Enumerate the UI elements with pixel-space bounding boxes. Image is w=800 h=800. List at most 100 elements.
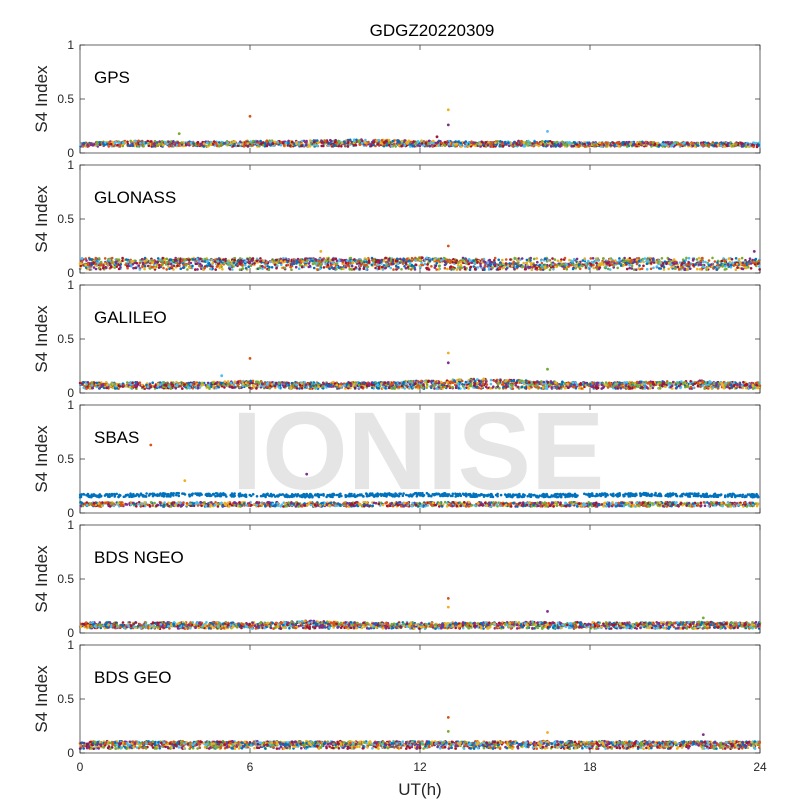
data-point	[268, 265, 271, 269]
series-point	[483, 260, 487, 264]
data-point	[322, 266, 326, 269]
data-point	[463, 267, 467, 271]
data-point	[556, 259, 560, 263]
series-point	[599, 263, 603, 266]
series-point	[259, 260, 262, 263]
data-point	[153, 266, 157, 270]
data-point	[337, 266, 341, 269]
data-point	[370, 263, 374, 267]
series-point	[158, 140, 161, 143]
series-point	[92, 261, 95, 264]
data-point	[389, 266, 393, 270]
series-point	[652, 261, 656, 264]
series-point	[418, 258, 422, 262]
spike-point	[248, 114, 252, 118]
data-point	[115, 258, 119, 261]
data-point	[420, 261, 423, 265]
series-point	[145, 259, 148, 262]
data-point	[137, 264, 141, 267]
data-point	[319, 263, 323, 266]
series-point	[141, 261, 145, 265]
data-point	[258, 144, 261, 148]
spike-point	[446, 244, 450, 248]
data-point	[418, 144, 422, 148]
data-point	[640, 267, 644, 271]
series-point	[663, 260, 667, 264]
series-point	[575, 143, 579, 146]
data-point	[511, 144, 514, 148]
data-point	[655, 265, 659, 268]
data-point	[156, 144, 159, 147]
series-point	[531, 142, 534, 145]
series-point	[454, 261, 458, 264]
series-point	[338, 259, 341, 263]
data-point	[687, 256, 691, 260]
series-point	[649, 141, 652, 144]
series-point	[352, 139, 356, 143]
series-point	[304, 140, 307, 144]
series-point	[311, 259, 314, 263]
series-point	[520, 139, 523, 143]
data-point	[328, 267, 331, 271]
series-point	[290, 140, 294, 144]
series-point	[602, 143, 606, 147]
series-point	[694, 263, 697, 266]
data-point	[598, 266, 602, 269]
series-point	[167, 140, 170, 143]
series-point	[215, 141, 218, 145]
series-point	[540, 266, 544, 269]
series-point	[642, 260, 645, 264]
series-point	[756, 262, 760, 265]
y-tick-label: 1	[67, 38, 74, 52]
series-point	[331, 261, 334, 264]
series-point	[333, 140, 337, 143]
series-point	[147, 142, 150, 146]
series-point	[514, 262, 517, 266]
data-point	[267, 268, 271, 272]
series-point	[578, 263, 581, 266]
series-point	[153, 142, 156, 145]
data-point	[423, 262, 427, 266]
series-point	[704, 143, 708, 147]
series-point	[281, 142, 285, 145]
data-point	[594, 259, 598, 262]
series-point	[711, 144, 714, 147]
series-point	[744, 145, 748, 148]
data-point	[523, 144, 527, 148]
y-axis-label: S4 Index	[32, 65, 51, 133]
series-point	[246, 142, 249, 145]
data-point	[498, 266, 501, 270]
data-point	[385, 144, 389, 147]
series-point	[594, 144, 597, 147]
series-point	[568, 142, 572, 145]
series-point	[548, 142, 551, 145]
series-point	[544, 265, 547, 269]
series-point	[233, 258, 236, 262]
data-point	[279, 143, 283, 147]
data-point	[678, 267, 681, 271]
data-point	[695, 258, 699, 261]
data-point	[196, 268, 199, 271]
data-point	[347, 265, 351, 268]
series-point	[191, 258, 195, 261]
series-point	[252, 139, 255, 143]
series-point	[279, 259, 283, 263]
series-point	[679, 144, 683, 147]
series-point	[375, 139, 378, 143]
series-point	[691, 142, 694, 145]
series-point	[169, 258, 173, 262]
series-point	[561, 140, 564, 144]
data-point	[529, 256, 532, 260]
series-point	[490, 142, 493, 146]
data-point	[300, 265, 304, 269]
data-point	[403, 144, 407, 147]
series-point	[126, 260, 130, 264]
data-point	[366, 265, 370, 269]
series-point	[688, 263, 691, 266]
series-point	[427, 139, 431, 143]
series-point	[554, 263, 557, 266]
data-point	[170, 265, 174, 268]
series-point	[292, 259, 296, 263]
data-point	[734, 257, 738, 260]
